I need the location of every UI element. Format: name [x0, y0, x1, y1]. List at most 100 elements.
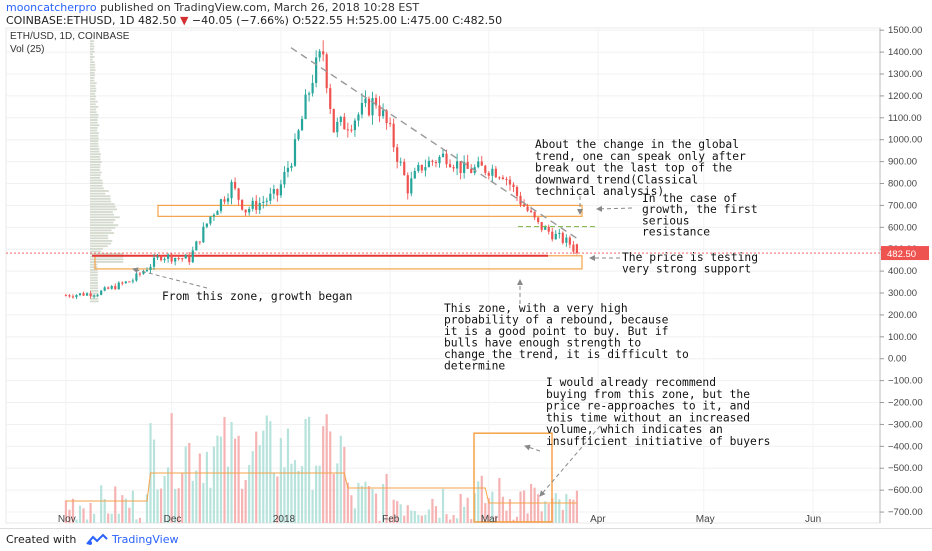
candle-body [343, 117, 345, 130]
volume-bar [354, 508, 356, 523]
volume-profile-bar [90, 166, 100, 168]
volume-bar [153, 440, 155, 523]
volume-bar [100, 485, 102, 523]
candle-body [199, 241, 201, 242]
candle-body [329, 88, 331, 109]
y-tick-label: 1500.00 [888, 26, 922, 36]
candle-body [361, 103, 363, 115]
volume-profile-bar [90, 80, 94, 82]
volume-profile-bar [90, 88, 96, 90]
volume-bar [171, 413, 173, 523]
volume-bar [315, 466, 317, 523]
x-tick-label: Dec [164, 514, 182, 525]
annotation-resistance: resistance [642, 226, 710, 239]
volume-bar [199, 453, 201, 523]
volume-profile-bar [90, 277, 98, 279]
volume-profile-bar [90, 274, 98, 276]
volume-profile-bar [90, 64, 95, 66]
x-tick-label: 2018 [273, 514, 296, 525]
volume-bar [548, 504, 550, 523]
candle-body [576, 244, 578, 253]
volume-bar [537, 494, 539, 523]
y-tick-label: 0.00 [888, 354, 907, 365]
volume-profile-bar [90, 300, 99, 302]
volume-bar [259, 445, 261, 523]
candle-body [89, 293, 91, 296]
volume-bar [202, 483, 204, 523]
candle-body [153, 258, 155, 267]
volume-profile-bar [90, 251, 101, 253]
candle-body [386, 110, 388, 123]
volume-bar [89, 503, 91, 523]
volume-bar [121, 495, 123, 523]
volume-profile-bar [90, 190, 109, 192]
volume-profile-bar [90, 161, 102, 163]
candle-body [297, 130, 299, 139]
author-link[interactable]: mooncatcherpro [6, 1, 97, 14]
candle-body [121, 283, 123, 284]
candle-body [181, 258, 183, 259]
volume-bar [266, 415, 268, 523]
annotation-growth: From this zone, growth began [162, 290, 352, 303]
volume-bar [304, 419, 306, 523]
candle-body [301, 119, 303, 130]
volume-bar [308, 417, 310, 523]
volume-profile-bar [90, 285, 98, 287]
volume-profile-bar [90, 230, 112, 232]
volume-bar [544, 501, 546, 523]
published-text: published on TradingView.com, March 26, … [100, 1, 419, 14]
annotation-rebound: determine [444, 360, 505, 373]
volume-profile-bar [90, 232, 114, 234]
candle-body [308, 93, 310, 94]
tradingview-link[interactable]: TradingView [112, 533, 178, 546]
volume-bar [319, 466, 321, 523]
volume-profile-bar [90, 77, 94, 79]
candle-body [558, 233, 560, 234]
volume-bar [343, 447, 345, 523]
price-label: 482.50 [887, 249, 916, 260]
volume-profile-bar [90, 72, 95, 74]
candle-body [509, 180, 511, 185]
candle-body [135, 274, 137, 281]
candle-body [333, 109, 335, 132]
candle-body [410, 178, 412, 193]
candle-body [280, 184, 282, 195]
candle-body [100, 291, 102, 295]
candle-body [555, 234, 557, 239]
volume-profile-bar [90, 116, 98, 118]
volume-profile-bar [90, 243, 111, 245]
annotation-volume: insufficient initiative of buyers [546, 435, 770, 448]
volume-bar [449, 520, 451, 523]
volume-bar [312, 490, 314, 523]
y-tick-label: 1200.00 [888, 91, 922, 102]
volume-bar [111, 514, 113, 523]
candle-body [565, 238, 567, 243]
volume-bar [209, 488, 211, 523]
candle-body [537, 217, 539, 222]
volume-profile-bar [90, 245, 108, 247]
candle-body [350, 130, 352, 131]
volume-bar [287, 429, 289, 523]
price-chart[interactable]: 1500.001400.001300.001200.001100.001000.… [0, 26, 932, 526]
volume-bar [414, 511, 416, 523]
candle-body [104, 287, 106, 290]
volume-profile-bar [90, 114, 99, 116]
volume-bar [452, 515, 454, 523]
volume-profile-bar [90, 182, 103, 184]
candle-body [336, 122, 338, 132]
volume-bar [223, 417, 225, 523]
volume-profile-bar [90, 216, 120, 218]
volume-bar [156, 489, 158, 523]
volume-bar [329, 431, 331, 523]
volume-profile-bar [90, 235, 108, 237]
candle-body [548, 227, 550, 232]
volume-bar [195, 470, 197, 523]
volume-profile-bar [90, 106, 98, 108]
candle-body [460, 161, 462, 173]
candle-body [97, 295, 99, 296]
y-tick-label: −700.00 [888, 507, 923, 518]
volume-profile-bar [90, 132, 99, 134]
publish-line: mooncatcherpro published on TradingView.… [6, 1, 419, 14]
candle-body [160, 257, 162, 261]
volume-profile-bar [90, 211, 113, 213]
